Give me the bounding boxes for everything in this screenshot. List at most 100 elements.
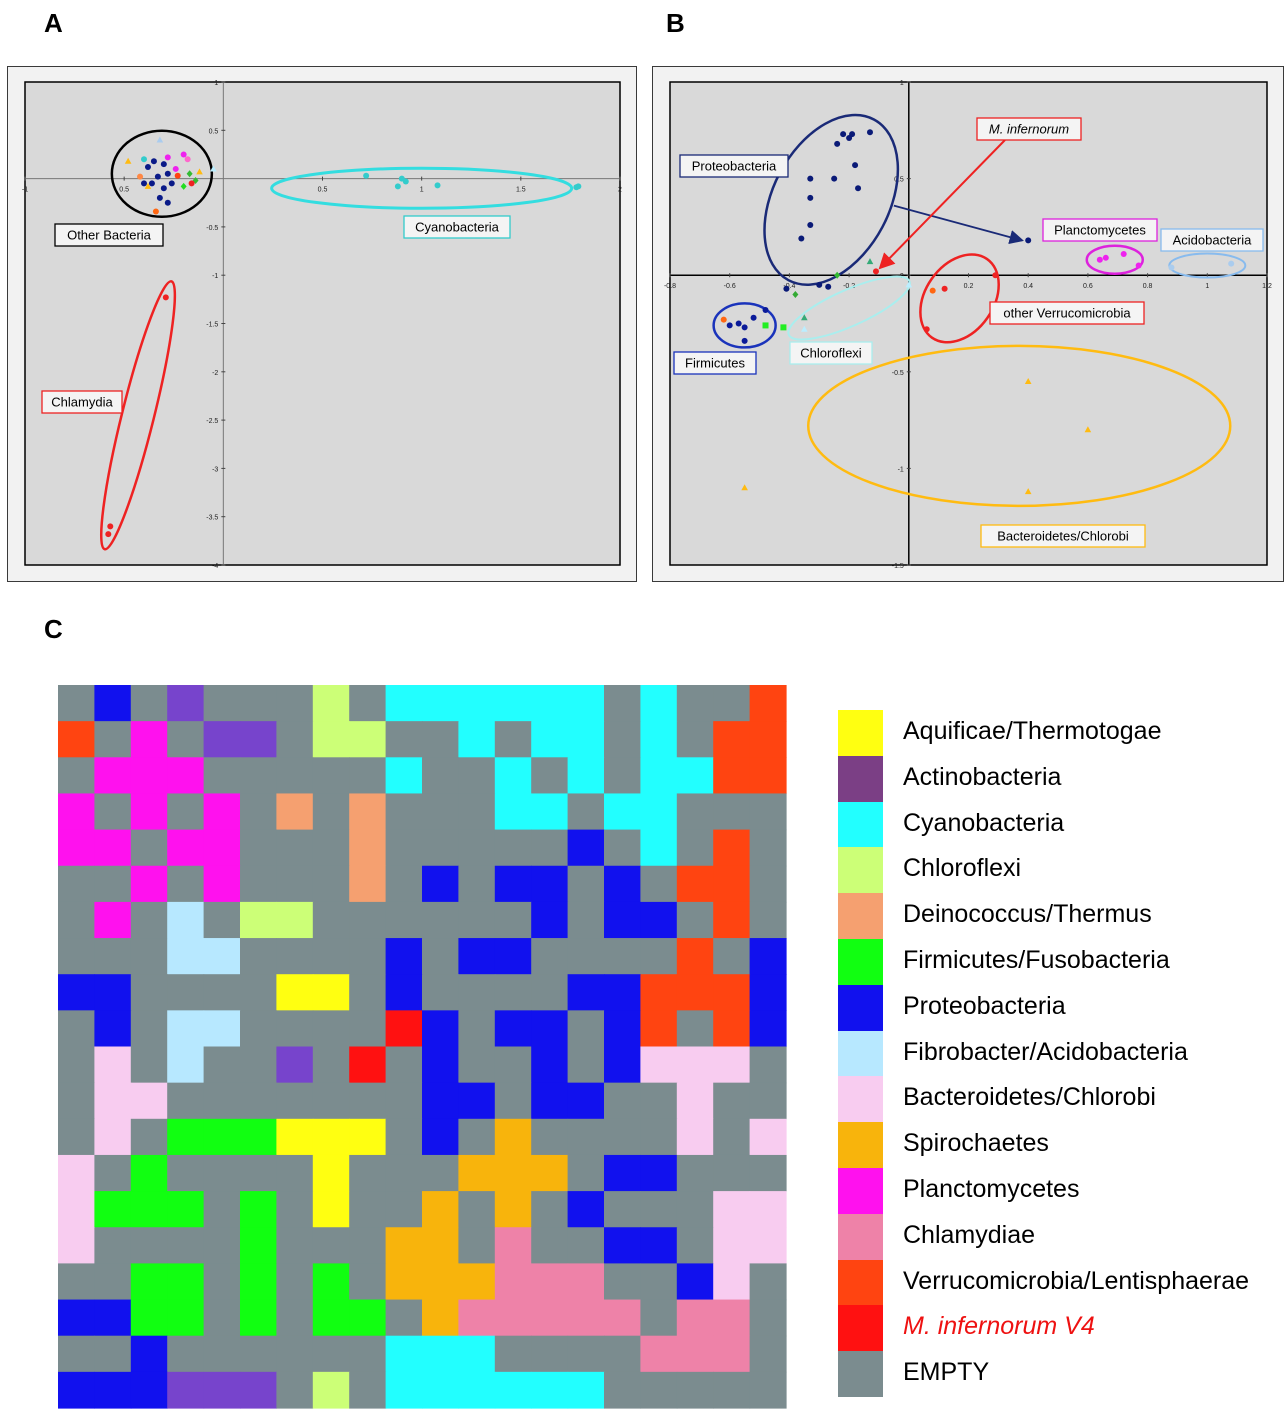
heatmap-cell xyxy=(604,757,641,795)
legend-item: Planctomycetes xyxy=(838,1168,1278,1214)
heatmap-cell xyxy=(94,829,132,867)
heatmap-cell xyxy=(567,793,605,831)
heatmap-cell xyxy=(58,685,95,722)
heatmap-cell xyxy=(203,685,241,722)
heatmap-cell xyxy=(203,721,241,758)
heatmap-cell xyxy=(276,757,314,795)
data-point xyxy=(434,182,441,189)
heatmap-cell xyxy=(531,1335,569,1373)
heatmap-cell xyxy=(567,1118,605,1156)
heatmap-cell xyxy=(385,901,423,939)
legend-item: Actinobacteria xyxy=(838,755,1278,802)
heatmap-cell xyxy=(276,938,314,975)
heatmap-cell xyxy=(240,974,277,1011)
heatmap-cell xyxy=(640,1335,678,1373)
heatmap-cell xyxy=(240,1154,277,1192)
heatmap-cell xyxy=(240,1046,277,1084)
heatmap-cell xyxy=(531,685,569,722)
heatmap-cell xyxy=(567,1263,605,1301)
data-point xyxy=(866,258,874,265)
heatmap-cell xyxy=(531,757,569,795)
heatmap-cell xyxy=(713,938,751,975)
legend-label: M. infernorum V4 xyxy=(903,1312,1095,1341)
heatmap-cell xyxy=(203,1191,241,1228)
heatmap-cell xyxy=(349,1263,387,1301)
legend-label: Chloroflexi xyxy=(903,854,1022,883)
x-tick-label: 1.5 xyxy=(516,187,526,194)
group-label-chloroflexi-box xyxy=(789,341,873,365)
legend-swatch xyxy=(838,801,883,848)
heatmap-cell xyxy=(276,1118,314,1156)
heatmap-cell xyxy=(567,685,605,722)
y-tick-label: -3 xyxy=(212,466,218,473)
data-point xyxy=(905,281,913,288)
heatmap-cell xyxy=(676,1154,714,1192)
heatmap-cell xyxy=(385,1082,423,1120)
legend-item: Fibrobacter/Acidobacteria xyxy=(838,1030,1278,1077)
heatmap-cell xyxy=(349,938,387,975)
data-point xyxy=(825,283,832,290)
group-label-acidobacteria: Acidobacteria xyxy=(1173,233,1253,248)
heatmap-cell xyxy=(458,865,496,903)
heatmap-cell xyxy=(203,1046,241,1084)
heatmap-cell xyxy=(422,1046,459,1084)
heatmap-cell xyxy=(567,1299,605,1337)
heatmap-cell xyxy=(312,829,350,867)
legend-item: Aquificae/Thermotogae xyxy=(838,710,1278,756)
heatmap-cell xyxy=(130,1010,168,1048)
heatmap-cell xyxy=(130,1371,168,1409)
data-point xyxy=(852,162,859,169)
x-tick-label: 1 xyxy=(420,187,424,194)
heatmap-cell xyxy=(676,793,714,831)
legend-item: Cyanobacteria xyxy=(838,801,1278,848)
heatmap-cell xyxy=(567,1371,605,1409)
heatmap-cell xyxy=(640,901,678,939)
heatmap-cell xyxy=(240,1371,277,1409)
group-label-bacteroidetes-chlorobi: Bacteroidetes/Chlorobi xyxy=(997,529,1129,544)
heatmap-cell xyxy=(676,1082,714,1120)
legend-label: Planctomycetes xyxy=(903,1175,1080,1203)
heatmap-cell xyxy=(531,938,569,975)
heatmap-cell xyxy=(494,829,532,867)
heatmap-cell xyxy=(749,757,787,795)
heatmap-cell xyxy=(604,1335,641,1373)
heatmap-cell xyxy=(749,865,787,903)
heatmap-cell xyxy=(130,721,168,758)
heatmap-cell xyxy=(749,721,787,758)
heatmap-cell xyxy=(167,1082,205,1120)
heatmap-cell xyxy=(604,1371,641,1409)
data-point xyxy=(188,180,195,187)
data-point xyxy=(144,164,151,171)
data-point xyxy=(180,151,187,158)
heatmap-cell xyxy=(385,721,423,758)
heatmap-cell xyxy=(531,1227,569,1264)
heatmap-cell xyxy=(567,1335,605,1373)
heatmap-cell xyxy=(58,938,95,975)
group-label-proteobacteria: Proteobacteria xyxy=(692,159,777,174)
heatmap-cell xyxy=(604,1299,641,1337)
heatmap-cell xyxy=(312,901,350,939)
legend-swatch xyxy=(838,1122,883,1169)
heatmap-cell xyxy=(604,1010,641,1048)
heatmap-cell xyxy=(531,1154,569,1192)
data-point xyxy=(762,306,769,313)
cluster-ellipse-firmicutes xyxy=(712,302,777,349)
heatmap-cell xyxy=(385,1010,423,1048)
heatmap-cell xyxy=(422,938,459,975)
data-point xyxy=(846,135,853,142)
cluster-ellipse-chloroflexi xyxy=(787,275,911,341)
group-label-other-verrucomicrobia: other Verrucomicrobia xyxy=(1003,306,1131,321)
heatmap-cell xyxy=(130,829,168,867)
heatmap-cell xyxy=(567,829,605,867)
heatmap-cell xyxy=(458,1299,496,1337)
data-point xyxy=(162,294,169,301)
heatmap-cell xyxy=(676,865,714,903)
legend-item: Proteobacteria xyxy=(838,984,1278,1031)
heatmap-cell xyxy=(94,1299,132,1337)
heatmap-cell xyxy=(203,1154,241,1192)
heatmap-cell xyxy=(749,1082,787,1120)
heatmap-cell xyxy=(458,793,496,831)
heatmap-cell xyxy=(349,1299,387,1337)
heatmap-cell xyxy=(349,1046,387,1084)
heatmap-cell xyxy=(567,1191,605,1228)
